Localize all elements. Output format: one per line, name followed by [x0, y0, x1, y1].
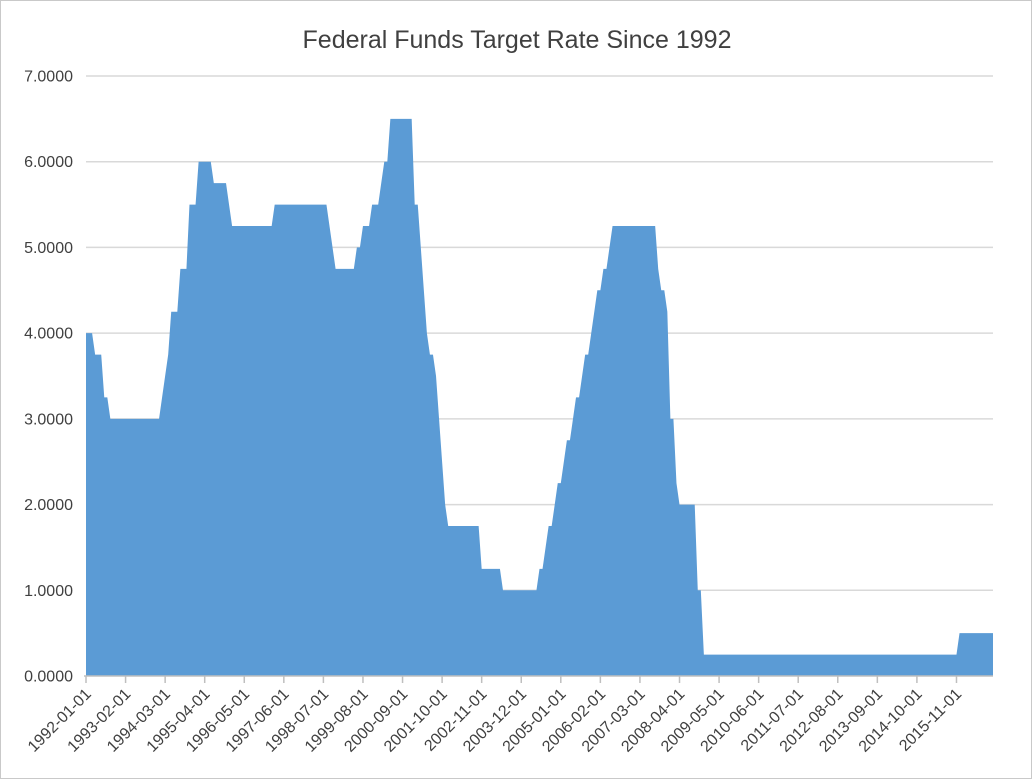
- y-tick-label: 3.0000: [24, 411, 73, 428]
- y-tick-label: 7.0000: [24, 69, 73, 86]
- chart-title: Federal Funds Target Rate Since 1992: [303, 26, 732, 54]
- y-tick-label: 4.0000: [24, 326, 73, 343]
- area-series: [86, 118, 993, 677]
- area-series-group: [86, 118, 993, 677]
- y-tick-label: 2.0000: [24, 497, 73, 514]
- axes-group: [84, 675, 993, 683]
- y-tick-label: 6.0000: [24, 154, 73, 171]
- y-tick-label: 1.0000: [24, 583, 73, 600]
- y-tick-label: 0.0000: [24, 669, 73, 686]
- y-tick-label: 5.0000: [24, 240, 73, 257]
